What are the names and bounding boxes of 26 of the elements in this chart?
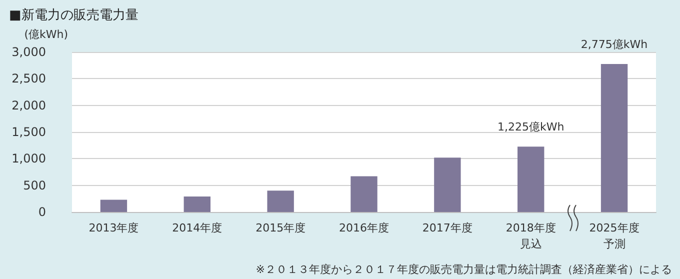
bar <box>518 146 544 212</box>
x-tick-label: 2016年度 <box>339 222 389 234</box>
x-tick-label: 2013年度 <box>88 222 139 234</box>
bar <box>600 64 628 212</box>
chart-title: ■新電力の販売電力量 <box>9 8 138 23</box>
bar <box>184 196 210 212</box>
x-tick-label: 2017年度 <box>422 222 472 234</box>
y-tick-label: 2,000 <box>12 98 46 112</box>
y-tick-label: 1,500 <box>12 125 46 139</box>
bar <box>100 200 128 212</box>
x-tick-label: 2014年度 <box>172 222 222 234</box>
x-tick-label: 2018年度見込 <box>506 222 556 250</box>
y-tick-label: 1,000 <box>12 152 46 166</box>
data-label: 1,225億kWh <box>498 120 564 134</box>
y-tick-label: 2,500 <box>12 72 46 86</box>
y-axis-title: (億kWh) <box>24 28 68 41</box>
x-tick-label: 2025年度予測 <box>589 222 640 250</box>
bar <box>434 158 461 212</box>
y-tick-label: 3,000 <box>12 45 46 59</box>
y-tick-label: 0 <box>38 205 46 219</box>
bar <box>267 190 294 212</box>
bar <box>350 176 378 212</box>
x-tick-label: 2015年度 <box>256 222 306 234</box>
text: ※２０１３年度から２０１７年度の販売電力量は電力統計調査（経済産業省）による <box>256 263 672 276</box>
data-label: 2,775億kWh <box>580 38 648 51</box>
y-tick-label: 500 <box>23 178 46 192</box>
